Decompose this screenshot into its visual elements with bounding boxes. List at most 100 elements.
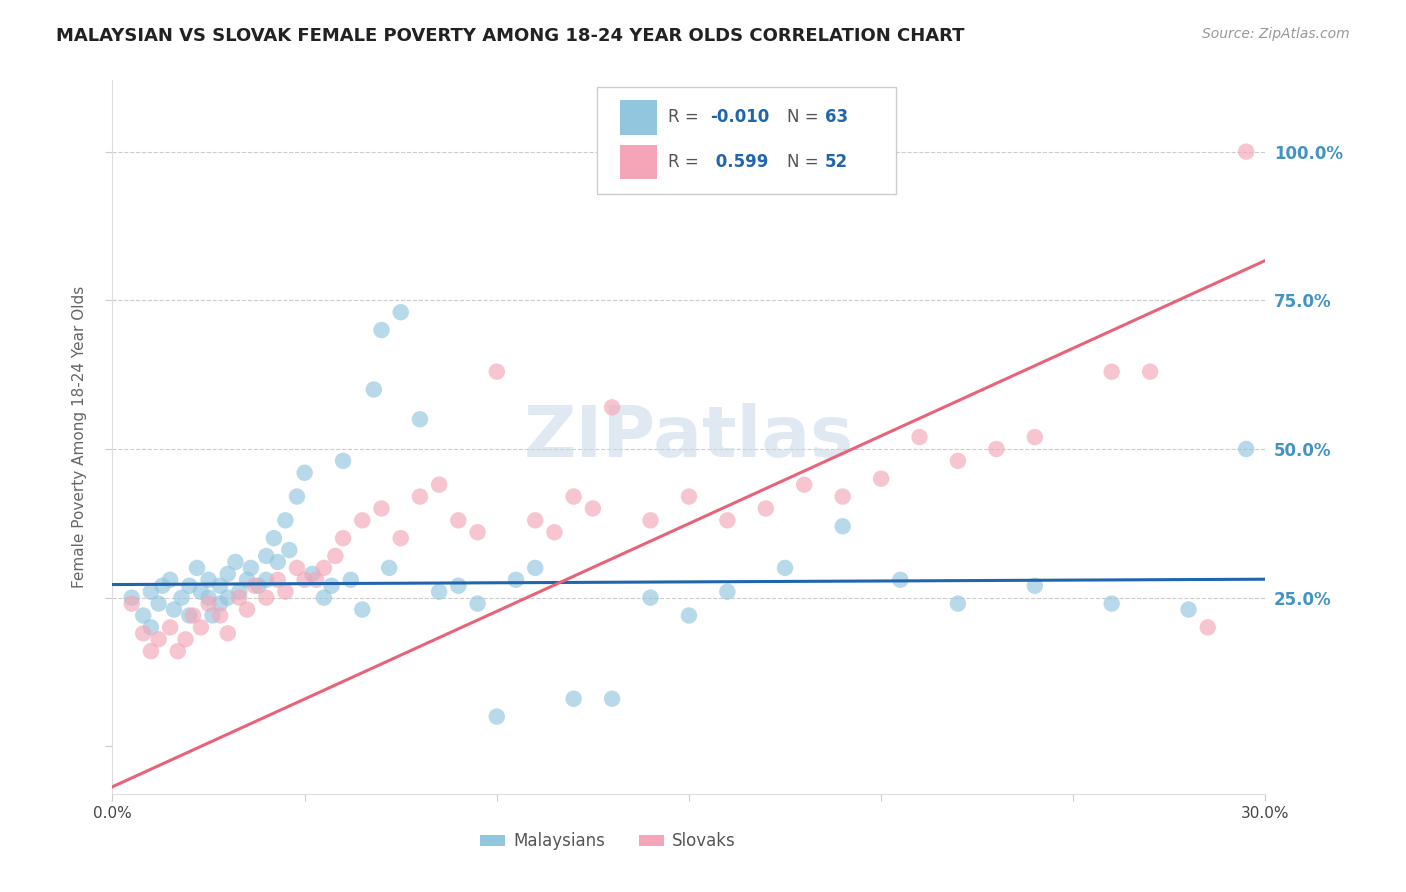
Point: [447, 579, 470, 593]
Text: ZIPatlas: ZIPatlas: [524, 402, 853, 472]
Point: [562, 490, 585, 504]
Text: 0.599: 0.599: [710, 153, 768, 171]
Point: [163, 602, 186, 616]
Point: [409, 490, 432, 504]
Point: [132, 608, 155, 623]
Point: [197, 573, 219, 587]
Point: [831, 490, 853, 504]
Point: [352, 513, 374, 527]
Point: [1234, 145, 1257, 159]
Text: N =: N =: [787, 153, 824, 171]
Point: [332, 531, 354, 545]
Point: [254, 573, 277, 587]
Point: [197, 597, 219, 611]
Point: [139, 584, 162, 599]
Point: [285, 561, 308, 575]
Point: [190, 620, 212, 634]
Point: [427, 477, 450, 491]
Point: [190, 584, 212, 599]
Point: [370, 501, 392, 516]
FancyBboxPatch shape: [596, 87, 897, 194]
Point: [312, 561, 335, 575]
Point: [294, 466, 316, 480]
Point: [485, 709, 508, 723]
Point: [267, 555, 290, 569]
Point: [278, 543, 301, 558]
Point: [139, 644, 162, 658]
Point: [294, 573, 316, 587]
Point: [427, 584, 450, 599]
Point: [209, 608, 232, 623]
Text: N =: N =: [787, 109, 824, 127]
Point: [148, 597, 170, 611]
Point: [370, 323, 392, 337]
Point: [716, 584, 738, 599]
Point: [166, 644, 188, 658]
FancyBboxPatch shape: [620, 100, 657, 135]
Point: [236, 602, 259, 616]
Point: [946, 454, 969, 468]
Point: [217, 626, 239, 640]
Text: MALAYSIAN VS SLOVAK FEMALE POVERTY AMONG 18-24 YEAR OLDS CORRELATION CHART: MALAYSIAN VS SLOVAK FEMALE POVERTY AMONG…: [56, 27, 965, 45]
Point: [224, 555, 246, 569]
Point: [352, 602, 374, 616]
Point: [228, 584, 250, 599]
Point: [485, 365, 508, 379]
Point: [582, 501, 605, 516]
Point: [447, 513, 470, 527]
Point: [389, 531, 412, 545]
Point: [678, 490, 700, 504]
Point: [793, 477, 815, 491]
Point: [409, 412, 432, 426]
Point: [236, 573, 259, 587]
Point: [1101, 597, 1123, 611]
Point: [170, 591, 193, 605]
Point: [181, 608, 204, 623]
Point: [239, 561, 262, 575]
Point: [254, 591, 277, 605]
Point: [889, 573, 911, 587]
Text: 52: 52: [825, 153, 848, 171]
Point: [148, 632, 170, 647]
Point: [1234, 442, 1257, 456]
Point: [378, 561, 401, 575]
Point: [986, 442, 1008, 456]
Point: [678, 608, 700, 623]
Point: [1101, 365, 1123, 379]
Point: [174, 632, 197, 647]
Point: [247, 579, 270, 593]
Point: [339, 573, 361, 587]
Point: [332, 454, 354, 468]
Point: [121, 591, 143, 605]
Point: [312, 591, 335, 605]
Point: [121, 597, 143, 611]
Point: [209, 597, 232, 611]
Point: [543, 525, 565, 540]
Point: [1177, 602, 1199, 616]
Point: [467, 597, 489, 611]
Point: [600, 401, 623, 415]
Point: [285, 490, 308, 504]
Point: [179, 608, 201, 623]
Point: [716, 513, 738, 527]
Point: [640, 513, 662, 527]
Y-axis label: Female Poverty Among 18-24 Year Olds: Female Poverty Among 18-24 Year Olds: [72, 286, 87, 588]
Point: [755, 501, 778, 516]
Point: [186, 561, 208, 575]
Point: [524, 561, 547, 575]
Point: [773, 561, 796, 575]
Point: [179, 579, 201, 593]
Point: [831, 519, 853, 533]
Point: [139, 620, 162, 634]
Point: [263, 531, 285, 545]
Point: [274, 513, 297, 527]
Point: [325, 549, 347, 563]
Point: [267, 573, 290, 587]
Point: [1197, 620, 1219, 634]
Text: R =: R =: [668, 109, 704, 127]
Point: [159, 573, 181, 587]
Point: [562, 691, 585, 706]
Point: [505, 573, 527, 587]
FancyBboxPatch shape: [620, 145, 657, 179]
Point: [389, 305, 412, 319]
